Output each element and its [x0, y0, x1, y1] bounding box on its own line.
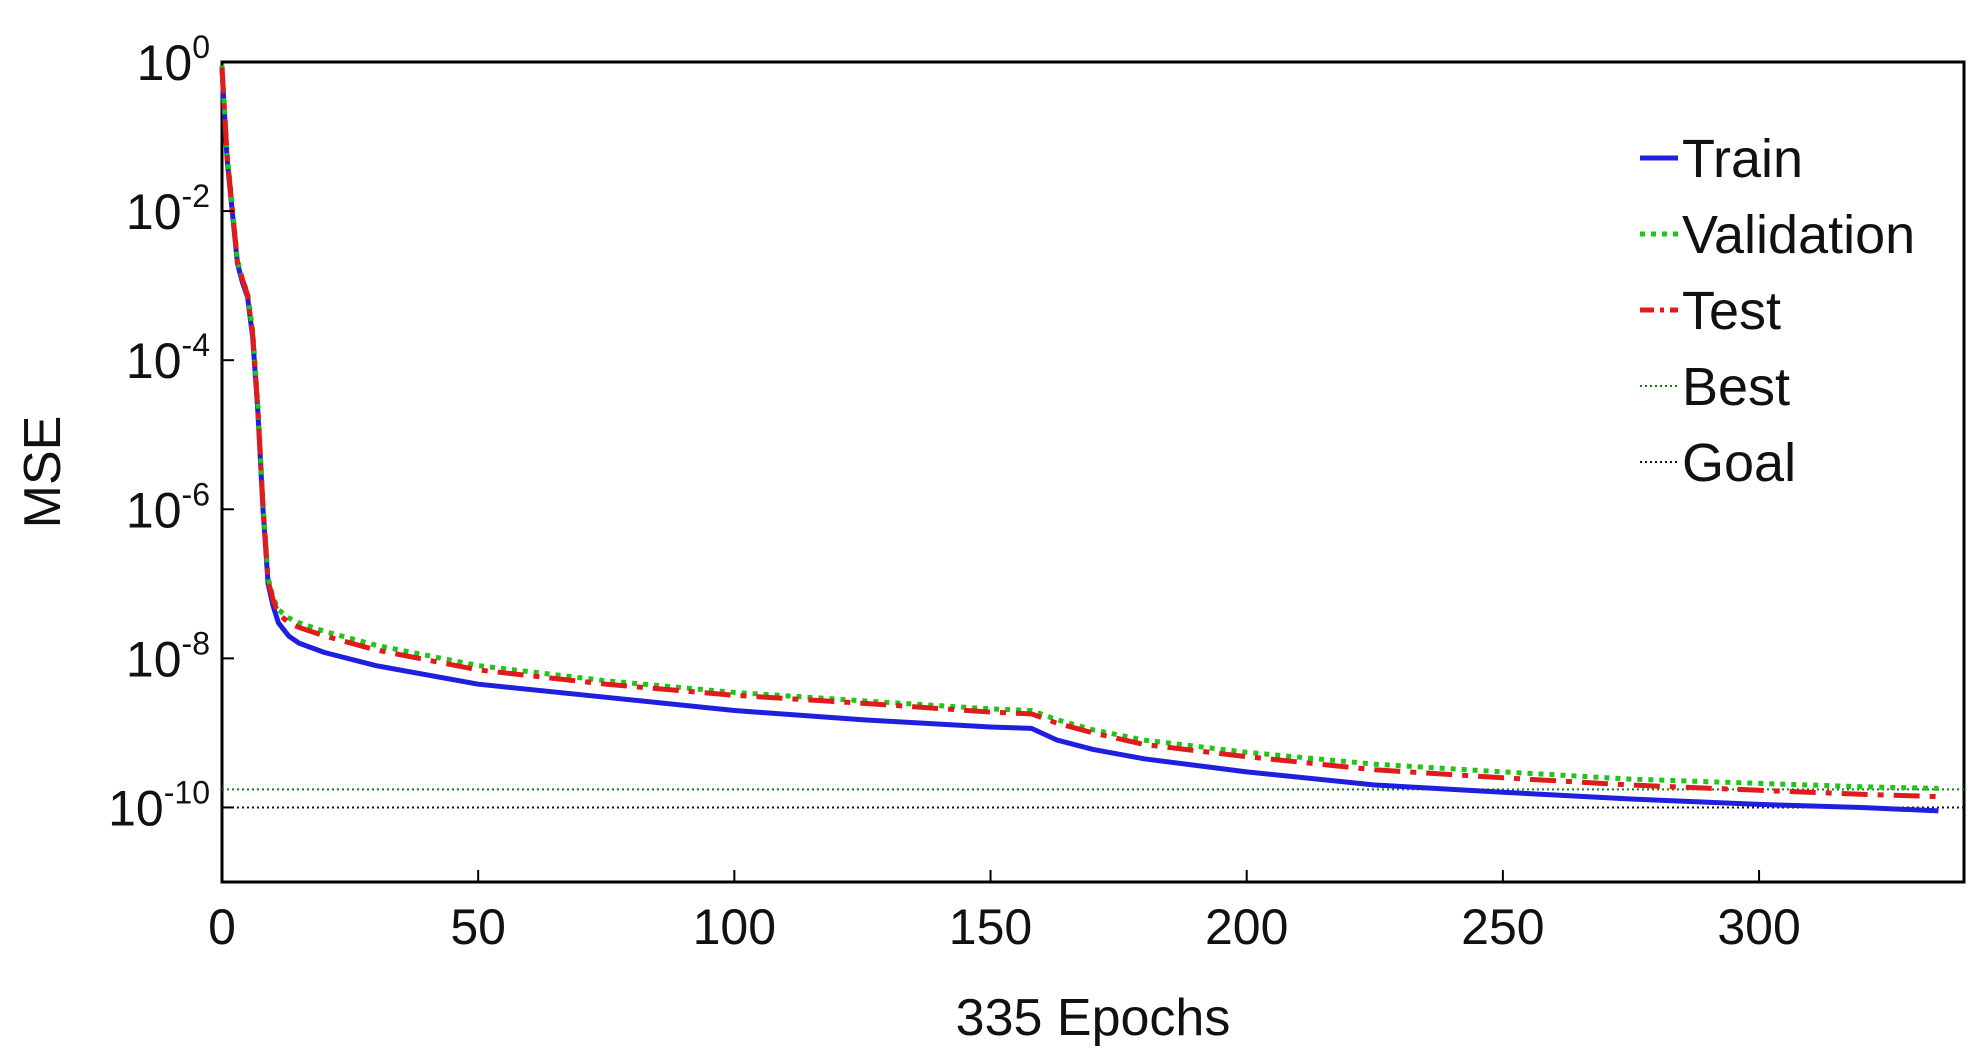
axis-layer: 0 50 100 150 200 250 300 100 10-2 10-4 10-6 10-8 10-… — [108, 29, 1801, 955]
y-tick-label: 10-4 — [126, 327, 210, 389]
legend-label-train: Train — [1682, 129, 1803, 189]
y-axis-title: MSE — [14, 416, 72, 529]
legend: Train Validation Test Best Goal — [1640, 129, 1915, 493]
series-layer — [219, 65, 1964, 814]
series-line-validation — [219, 65, 1939, 791]
legend-label-test: Test — [1682, 281, 1781, 341]
x-tick-label: 100 — [693, 899, 776, 955]
x-tick-label: 200 — [1205, 899, 1288, 955]
y-tick-label: 10-8 — [126, 625, 210, 687]
x-tick-label: 250 — [1461, 899, 1544, 955]
y-tick-label: 10-6 — [126, 476, 210, 538]
legend-label-goal: Goal — [1682, 433, 1796, 493]
y-tick-label: 10-2 — [126, 178, 210, 240]
x-tick-label: 150 — [949, 899, 1032, 955]
series-line-train — [219, 69, 1939, 814]
y-tick-label: 10-10 — [108, 774, 210, 836]
y-tick-label: 100 — [137, 29, 210, 91]
x-axis-title: 335 Epochs — [956, 989, 1231, 1047]
legend-label-validation: Validation — [1682, 205, 1915, 265]
x-tick-label: 0 — [208, 899, 236, 955]
legend-label-best: Best — [1682, 357, 1790, 417]
plot-area — [220, 60, 1966, 884]
x-tick-label: 50 — [450, 899, 506, 955]
x-tick-label: 300 — [1717, 899, 1800, 955]
